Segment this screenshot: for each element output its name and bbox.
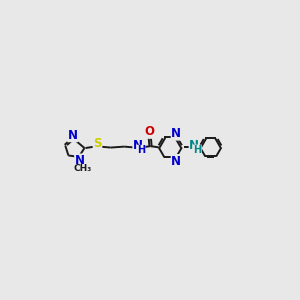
Text: S: S <box>93 137 102 150</box>
Text: O: O <box>145 125 154 138</box>
Text: N: N <box>189 139 199 152</box>
Text: N: N <box>171 154 181 168</box>
Text: N: N <box>68 129 78 142</box>
Text: N: N <box>75 154 85 167</box>
Text: H: H <box>137 145 145 155</box>
Text: H: H <box>193 145 201 155</box>
Text: CH₃: CH₃ <box>73 164 92 173</box>
Text: N: N <box>171 127 181 140</box>
Text: N: N <box>133 140 143 152</box>
